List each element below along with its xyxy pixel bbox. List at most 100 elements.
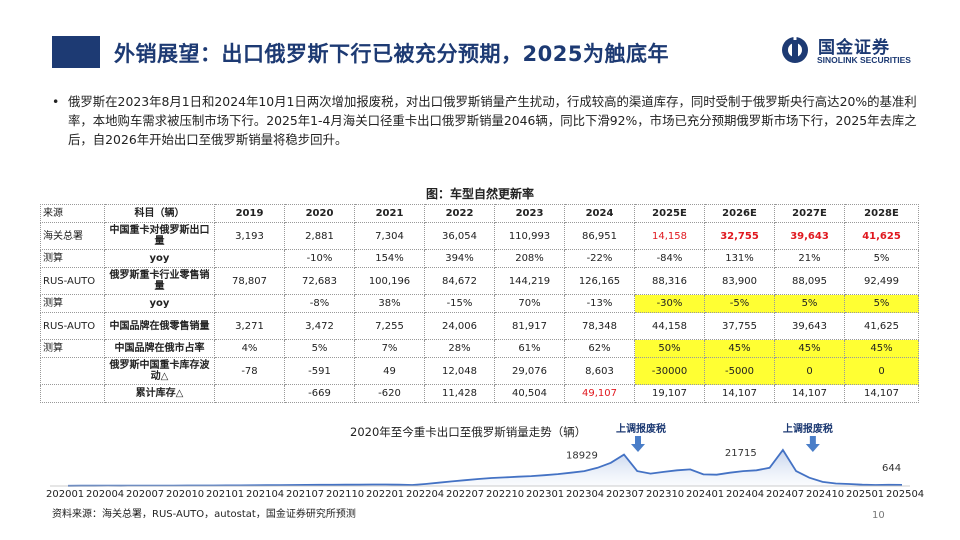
header-cell: 2027E <box>774 204 845 223</box>
header-cell: 2020 <box>284 204 355 223</box>
bullet-dot: • <box>52 94 60 109</box>
table-row: 测算 yoy -8% 38% -15% 70% -13% -30% -5% 5%… <box>40 294 919 313</box>
item-cell: 中国品牌在俄市占率 <box>104 339 215 358</box>
value-cell: 0 <box>844 357 919 385</box>
value-cell: 7,304 <box>354 222 425 250</box>
value-cell: 3,472 <box>284 312 355 340</box>
table-row: 海关总署 中国重卡对俄罗斯出口量 3,193 2,881 7,304 36,05… <box>40 222 919 250</box>
header-cell: 2022 <box>424 204 495 223</box>
source-cell <box>40 384 105 403</box>
value-cell: 84,672 <box>424 267 495 295</box>
value-cell <box>214 249 285 268</box>
value-cell: 36,054 <box>424 222 495 250</box>
bullet-text: 俄罗斯在2023年8月1日和2024年10月1日两次增加报废税，对出口俄罗斯销量… <box>68 94 917 147</box>
x-axis-tick-label: 202201 <box>366 489 405 500</box>
item-cell: 俄罗斯中国重卡库存波动△ <box>104 357 215 385</box>
x-axis-tick-label: 202304 <box>566 489 605 500</box>
value-cell: 14,107 <box>774 384 845 403</box>
value-cell: 5% <box>844 294 919 313</box>
value-cell: 394% <box>424 249 495 268</box>
x-axis-tick-label: 202107 <box>286 489 325 500</box>
value-cell: 49 <box>354 357 425 385</box>
value-cell: 78,348 <box>564 312 635 340</box>
value-cell: 88,095 <box>774 267 845 295</box>
annotation-label-1: 上调报废税 <box>616 422 666 435</box>
value-cell: 45% <box>844 339 919 358</box>
value-cell: 24,006 <box>424 312 495 340</box>
value-cell: 38% <box>354 294 425 313</box>
value-cell: -5000 <box>704 357 775 385</box>
value-cell: 40,504 <box>494 384 565 403</box>
x-axis-tick-label: 202404 <box>726 489 765 500</box>
value-cell: 29,076 <box>494 357 565 385</box>
table-header-row: 来源 科目（辆） 2019 2020 2021 2022 2023 2024 2… <box>40 204 919 223</box>
item-cell: 中国重卡对俄罗斯出口量 <box>104 222 215 250</box>
x-axis-labels: 202001 202004 202007 202010 202101 202104 2021… <box>40 489 924 503</box>
item-cell: yoy <box>104 294 215 313</box>
x-axis-tick-label: 202410 <box>806 489 845 500</box>
annotation-arrow-1-icon <box>631 436 645 452</box>
value-cell: 100,196 <box>354 267 425 295</box>
title-accent-bar <box>52 36 100 68</box>
table-row: 累计库存△ -669 -620 11,428 40,504 49,107 19,… <box>40 384 919 403</box>
value-cell: 5% <box>774 294 845 313</box>
value-cell: 78,807 <box>214 267 285 295</box>
value-cell: 39,643 <box>774 312 845 340</box>
x-axis-tick-label: 202307 <box>606 489 645 500</box>
value-cell: -22% <box>564 249 635 268</box>
source-note: 资料来源：海关总署，RUS-AUTO，autostat，国金证券研究所预测 <box>52 509 356 520</box>
source-cell: 海关总署 <box>40 222 105 250</box>
value-cell: 32,755 <box>704 222 775 250</box>
value-cell: 12,048 <box>424 357 495 385</box>
annotation-arrow-2-icon <box>805 436 820 452</box>
annotation-label-2: 上调报废税 <box>783 422 833 435</box>
x-axis-tick-label: 202501 <box>846 489 885 500</box>
value-cell: -669 <box>284 384 355 403</box>
value-cell: 83,900 <box>704 267 775 295</box>
x-axis-tick-label: 202007 <box>126 489 165 500</box>
value-cell: 7,255 <box>354 312 425 340</box>
x-axis-tick-label: 202101 <box>206 489 245 500</box>
value-cell: 5% <box>844 249 919 268</box>
value-cell: 70% <box>494 294 565 313</box>
value-cell: 154% <box>354 249 425 268</box>
value-cell: -10% <box>284 249 355 268</box>
table-row: RUS-AUTO 中国品牌在俄零售销量 3,271 3,472 7,255 24… <box>40 312 919 340</box>
forecast-table: 来源 科目（辆） 2019 2020 2021 2022 2023 2024 2… <box>40 204 919 403</box>
x-axis-tick-label: 202301 <box>526 489 565 500</box>
table-row: 俄罗斯中国重卡库存波动△ -78 -591 49 12,048 29,076 8… <box>40 357 919 385</box>
x-axis-tick-label: 202204 <box>406 489 445 500</box>
value-cell: 81,917 <box>494 312 565 340</box>
x-axis-tick-label: 202010 <box>166 489 205 500</box>
value-cell: 2,881 <box>284 222 355 250</box>
company-logo: 国金证券 SINOLINK SECURITIES <box>780 33 940 69</box>
value-cell <box>214 294 285 313</box>
header-cell: 来源 <box>40 204 105 223</box>
value-cell: 37,755 <box>704 312 775 340</box>
value-cell: 45% <box>704 339 775 358</box>
value-cell: 8,603 <box>564 357 635 385</box>
value-cell: 14,107 <box>704 384 775 403</box>
value-cell: 14,158 <box>634 222 705 250</box>
header-cell: 2019 <box>214 204 285 223</box>
figure-title: 图：车型自然更新率 <box>425 187 534 201</box>
x-axis-tick-label: 202104 <box>246 489 285 500</box>
value-cell: 5% <box>284 339 355 358</box>
value-cell: -5% <box>704 294 775 313</box>
source-cell: 测算 <box>40 294 105 313</box>
value-cell: 92,499 <box>844 267 919 295</box>
source-cell: 测算 <box>40 339 105 358</box>
value-cell: -15% <box>424 294 495 313</box>
value-cell: 61% <box>494 339 565 358</box>
trend-area <box>68 450 902 486</box>
x-axis-tick-label: 202401 <box>686 489 725 500</box>
value-cell: 44,158 <box>634 312 705 340</box>
value-cell: 3,193 <box>214 222 285 250</box>
trend-chart: 上调报废税 上调报废税 18929 21715 644 <box>50 422 910 487</box>
value-cell: 3,271 <box>214 312 285 340</box>
header-cell: 2023 <box>494 204 565 223</box>
logo-text-cn: 国金证券 <box>818 38 890 58</box>
header-cell: 2026E <box>704 204 775 223</box>
value-cell: 88,316 <box>634 267 705 295</box>
value-cell: 49,107 <box>564 384 635 403</box>
